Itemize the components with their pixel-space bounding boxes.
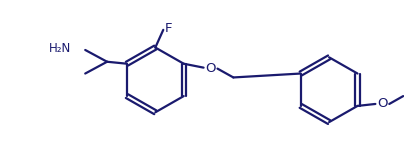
Text: H₂N: H₂N (49, 42, 71, 54)
Text: O: O (377, 98, 388, 110)
Text: F: F (164, 22, 172, 35)
Text: O: O (205, 62, 216, 75)
